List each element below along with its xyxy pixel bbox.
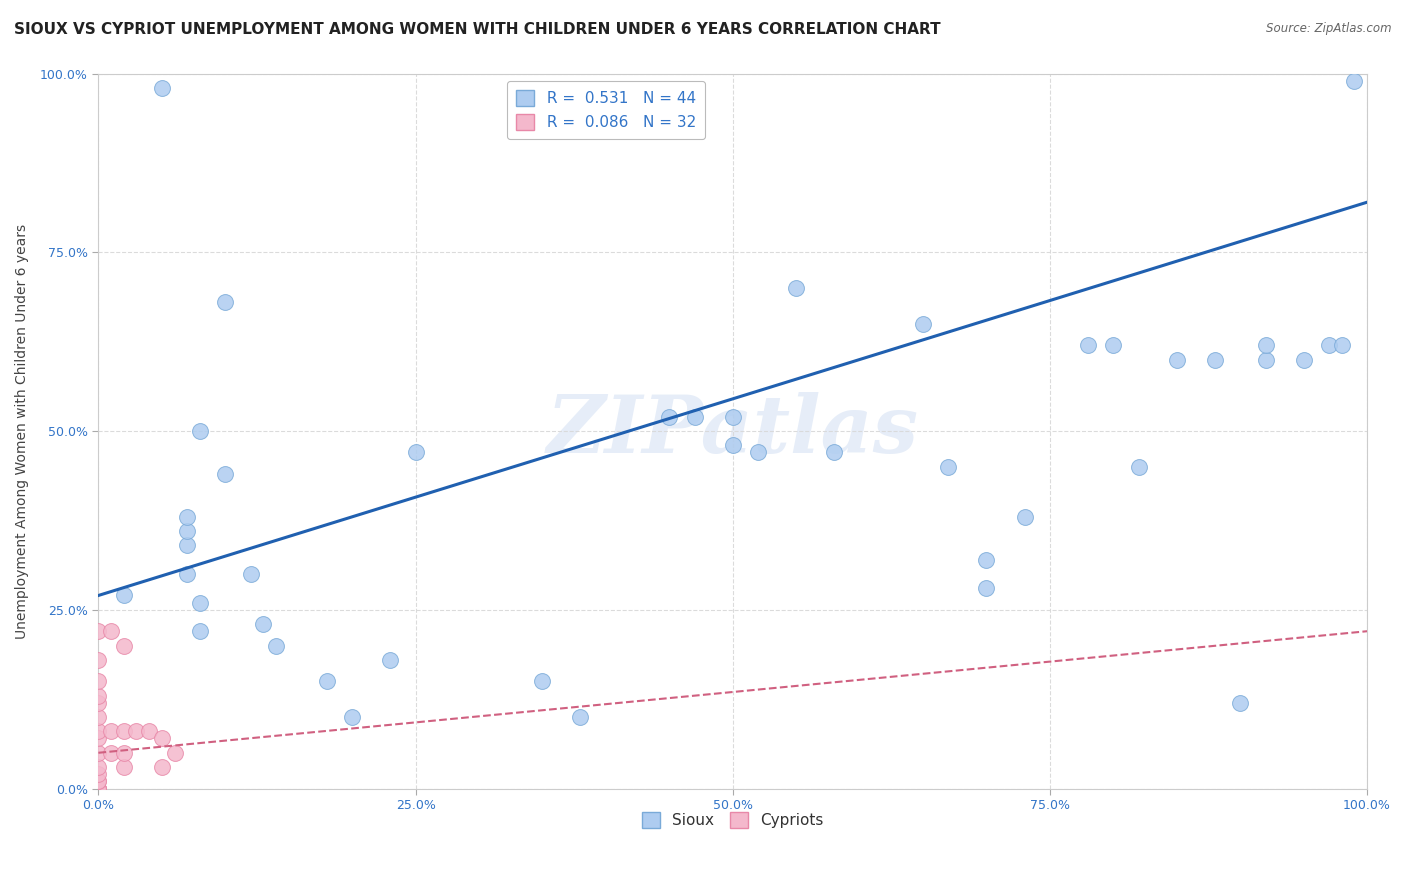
Point <box>150 731 173 746</box>
Point <box>315 674 337 689</box>
Point <box>1317 338 1340 352</box>
Point <box>1128 459 1150 474</box>
Point <box>911 317 934 331</box>
Legend: Sioux, Cypriots: Sioux, Cypriots <box>636 806 830 835</box>
Point <box>176 538 198 552</box>
Point <box>87 781 110 796</box>
Point <box>1166 352 1188 367</box>
Point <box>87 781 110 796</box>
Point <box>87 781 110 796</box>
Point <box>87 781 110 796</box>
Point <box>405 445 427 459</box>
Point <box>150 760 173 774</box>
Point <box>380 653 402 667</box>
Point <box>976 552 998 566</box>
Point <box>658 409 681 424</box>
Point <box>976 582 998 596</box>
Point <box>1229 696 1251 710</box>
Point <box>1077 338 1099 352</box>
Point <box>87 674 110 689</box>
Point <box>87 767 110 781</box>
Point <box>112 746 135 760</box>
Point <box>176 509 198 524</box>
Text: Source: ZipAtlas.com: Source: ZipAtlas.com <box>1267 22 1392 36</box>
Point <box>87 746 110 760</box>
Point <box>87 653 110 667</box>
Point <box>87 774 110 789</box>
Point <box>188 596 211 610</box>
Point <box>214 467 236 481</box>
Point <box>100 624 122 639</box>
Point <box>531 674 554 689</box>
Point <box>87 724 110 739</box>
Point <box>87 731 110 746</box>
Point <box>1292 352 1315 367</box>
Point <box>1204 352 1226 367</box>
Point <box>239 567 262 582</box>
Point <box>100 724 122 739</box>
Point <box>747 445 769 459</box>
Point <box>112 639 135 653</box>
Point <box>176 524 198 538</box>
Point <box>87 760 110 774</box>
Point <box>340 710 363 724</box>
Point <box>823 445 845 459</box>
Point <box>87 710 110 724</box>
Point <box>87 689 110 703</box>
Point <box>163 746 186 760</box>
Point <box>87 781 110 796</box>
Point <box>138 724 160 739</box>
Text: ZIPatlas: ZIPatlas <box>547 392 918 470</box>
Point <box>1330 338 1353 352</box>
Point <box>188 624 211 639</box>
Point <box>87 781 110 796</box>
Point <box>1102 338 1125 352</box>
Point <box>1254 352 1277 367</box>
Point <box>1343 73 1365 87</box>
Point <box>87 781 110 796</box>
Point <box>150 80 173 95</box>
Point <box>125 724 148 739</box>
Point <box>112 760 135 774</box>
Y-axis label: Unemployment Among Women with Children Under 6 years: Unemployment Among Women with Children U… <box>15 224 30 639</box>
Point <box>721 438 744 452</box>
Point <box>721 409 744 424</box>
Point <box>112 589 135 603</box>
Point <box>938 459 960 474</box>
Point <box>1254 338 1277 352</box>
Text: SIOUX VS CYPRIOT UNEMPLOYMENT AMONG WOMEN WITH CHILDREN UNDER 6 YEARS CORRELATIO: SIOUX VS CYPRIOT UNEMPLOYMENT AMONG WOME… <box>14 22 941 37</box>
Point <box>214 295 236 310</box>
Point <box>87 696 110 710</box>
Point <box>264 639 287 653</box>
Point <box>785 281 807 295</box>
Point <box>188 424 211 438</box>
Point <box>87 624 110 639</box>
Point <box>1014 509 1036 524</box>
Point <box>112 724 135 739</box>
Point <box>87 774 110 789</box>
Point <box>683 409 706 424</box>
Point <box>252 617 274 632</box>
Point <box>176 567 198 582</box>
Point <box>569 710 592 724</box>
Point <box>100 746 122 760</box>
